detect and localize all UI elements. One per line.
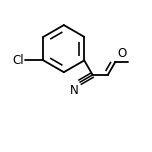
Text: O: O bbox=[117, 47, 126, 60]
Text: N: N bbox=[69, 84, 78, 97]
Text: Cl: Cl bbox=[13, 54, 24, 67]
